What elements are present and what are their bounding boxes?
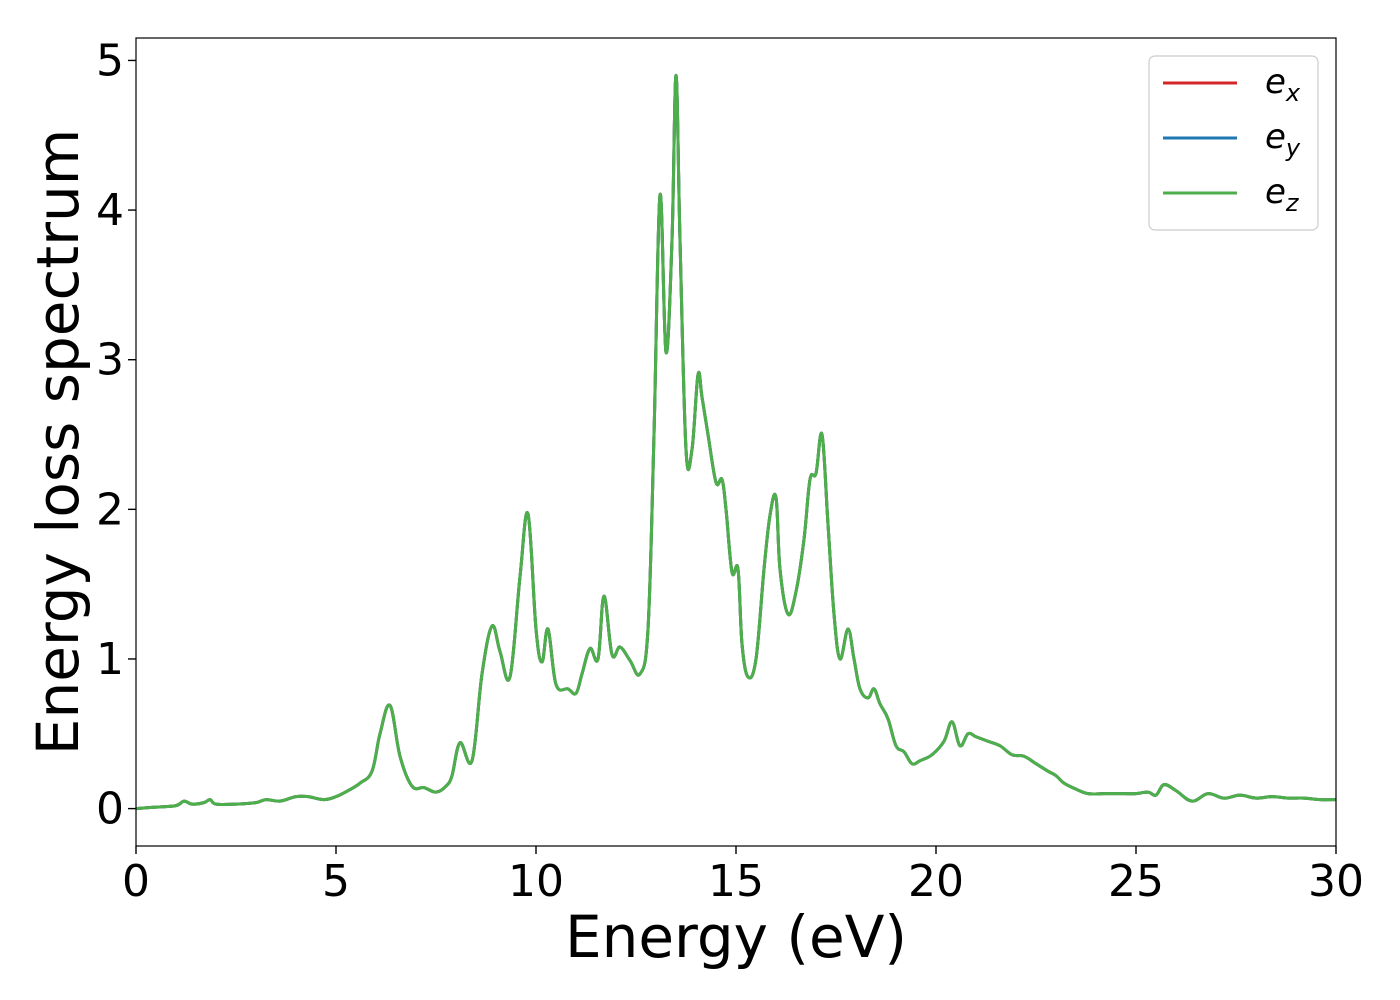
legend: ex ey ez: [1148, 55, 1319, 231]
x-tick-label: 25: [1108, 856, 1164, 907]
legend-label-ez: ez: [1265, 172, 1300, 217]
y-tick-label: 0: [96, 784, 124, 835]
y-axis-label: Energy loss spectrum: [24, 129, 92, 755]
x-axis-ticks: 0 5 10 15 20 25 30: [122, 846, 1364, 907]
x-axis-label: Energy (eV): [565, 903, 907, 971]
legend-frame: [1148, 55, 1319, 231]
series-layer: [136, 73, 1336, 811]
legend-label-ex: ex: [1265, 62, 1301, 107]
x-tick-label: 30: [1308, 856, 1364, 907]
x-tick-label: 10: [508, 856, 564, 907]
y-tick-label: 4: [96, 185, 124, 236]
y-tick-label: 2: [96, 484, 124, 535]
x-tick-label: 0: [122, 856, 150, 907]
series-line-ez: [136, 73, 1336, 811]
x-tick-label: 20: [908, 856, 964, 907]
y-tick-label: 1: [96, 634, 124, 685]
x-tick-label: 5: [322, 856, 350, 907]
y-axis-ticks: 0 1 2 3 4 5: [96, 35, 136, 835]
y-tick-label: 5: [96, 35, 124, 86]
legend-label-ey: ey: [1265, 117, 1301, 162]
y-tick-label: 3: [96, 335, 124, 386]
x-tick-label: 15: [708, 856, 764, 907]
